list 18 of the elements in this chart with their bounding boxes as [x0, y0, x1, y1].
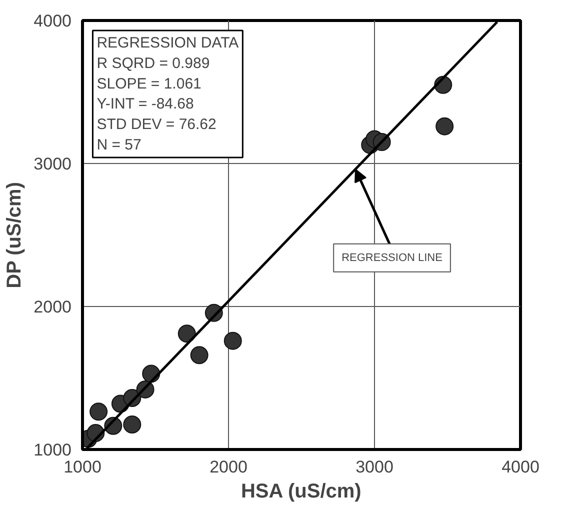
point — [90, 402, 108, 421]
x-tick-label: 3000 — [356, 458, 394, 476]
point — [190, 346, 208, 364]
y-tick-label: 2000 — [34, 298, 72, 316]
x-tick-label: 2000 — [210, 458, 248, 476]
point — [224, 332, 242, 350]
point — [436, 117, 454, 136]
annotation: REGRESSION LINE — [342, 252, 442, 264]
annotation: REGRESSION DATA R SQRD = 0.989 SLOPE = 1.061 Y-INT = -84.68 STD DEV = 76.62 N = 57 — [96, 34, 239, 154]
y-tick-label: 1000 — [34, 440, 72, 460]
point — [123, 415, 142, 434]
y-axis-title: DP (uS/cm) — [4, 182, 26, 288]
x-axis-title: HSA (uS/cm) — [240, 480, 362, 502]
y-tick-label: 3000 — [34, 154, 72, 174]
point — [178, 324, 196, 343]
y-tick-label: 4000 — [34, 12, 72, 30]
x-tick-label: 1000 — [64, 458, 102, 476]
x-tick-label: 4000 — [502, 458, 540, 476]
